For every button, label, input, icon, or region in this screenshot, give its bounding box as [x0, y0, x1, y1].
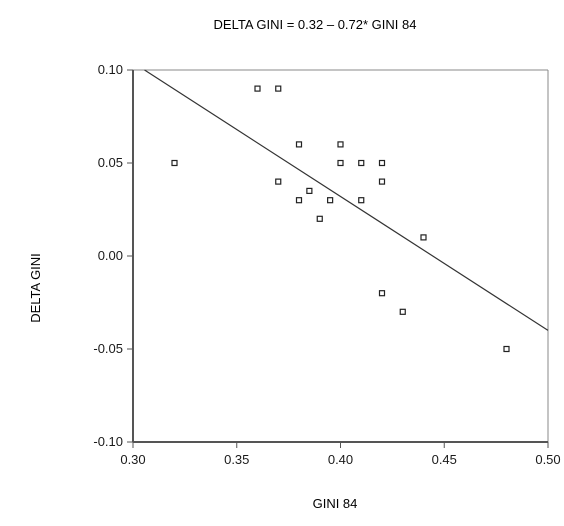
data-point	[378, 178, 386, 185]
data-point	[420, 234, 427, 241]
x-tick-label: 0.50	[535, 452, 560, 467]
data-point	[327, 197, 334, 204]
data-point	[254, 85, 261, 92]
data-point	[337, 141, 344, 148]
regression-line-group	[144, 69, 549, 331]
chart-title: DELTA GINI = 0.32 – 0.72* GINI 84	[214, 17, 417, 32]
axis-ticks: 0.30 0.35 0.40 0.45 0.50 0.10 0.05 0.00 -0.05 -0.…	[93, 62, 560, 467]
x-axis-label: GINI 84	[313, 496, 358, 511]
data-point	[306, 187, 313, 194]
y-tick-label: 0.10	[98, 62, 123, 77]
data-point	[275, 85, 282, 92]
data-point	[378, 159, 386, 167]
data-point	[316, 215, 323, 222]
data-point	[358, 197, 365, 204]
data-point	[171, 159, 178, 167]
data-point	[275, 178, 282, 185]
y-tick-label: 0.00	[98, 248, 123, 263]
plot-frame	[132, 69, 549, 443]
data-point	[337, 159, 344, 167]
y-tick-label: 0.05	[98, 155, 123, 170]
data-point	[378, 290, 386, 297]
y-tick-label: -0.05	[93, 341, 123, 356]
data-point	[295, 141, 303, 148]
x-tick-label: 0.30	[120, 452, 145, 467]
regression-line	[144, 69, 549, 331]
data-points	[171, 85, 510, 353]
y-axis-label: DELTA GINI	[28, 253, 43, 323]
x-tick-label: 0.40	[328, 452, 353, 467]
data-point	[358, 159, 365, 167]
x-tick-label: 0.35	[224, 452, 249, 467]
y-tick-label: -0.10	[93, 434, 123, 449]
data-point	[503, 345, 510, 353]
x-tick-label: 0.45	[432, 452, 457, 467]
data-point	[295, 197, 303, 204]
data-point	[399, 308, 406, 315]
